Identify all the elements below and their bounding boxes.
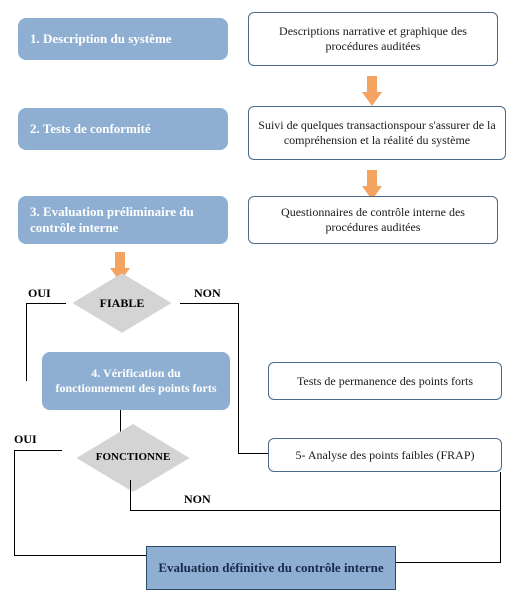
decision-fonctionne: FONCTIONNE bbox=[58, 432, 208, 482]
step4-title: 4. Vérification du fonctionnement des po… bbox=[42, 352, 230, 410]
connector bbox=[180, 303, 238, 304]
connector bbox=[130, 480, 131, 510]
decision-fiable: FIABLE bbox=[62, 278, 182, 328]
step1-title: 1. Description du système bbox=[18, 18, 228, 60]
connector bbox=[14, 450, 62, 451]
non-label: NON bbox=[194, 286, 221, 301]
connector bbox=[238, 303, 239, 453]
step4-desc: Tests de permanence des points forts bbox=[268, 362, 502, 400]
step2-desc: Suivi de quelques transactionspour s'ass… bbox=[248, 106, 506, 160]
non-label: NON bbox=[184, 492, 211, 507]
oui-label: OUI bbox=[28, 286, 51, 301]
connector bbox=[396, 562, 501, 563]
decision1-label: FIABLE bbox=[62, 278, 182, 328]
connector bbox=[26, 303, 66, 304]
step1-desc: Descriptions narrative et graphique des … bbox=[248, 12, 498, 66]
connector bbox=[500, 472, 501, 562]
oui-label: OUI bbox=[14, 432, 37, 447]
decision2-label: FONCTIONNE bbox=[58, 432, 208, 482]
connector bbox=[14, 450, 15, 555]
final-box: Evaluation définitive du contrôle intern… bbox=[146, 546, 396, 590]
step5-desc: 5- Analyse des points faibles (FRAP) bbox=[268, 438, 502, 472]
connector bbox=[14, 555, 146, 556]
step3-desc: Questionnaires de contrôle interne des p… bbox=[248, 196, 498, 244]
step2-title: 2. Tests de conformité bbox=[18, 108, 228, 150]
arrow-icon bbox=[362, 92, 382, 106]
connector bbox=[238, 453, 268, 454]
connector bbox=[26, 353, 27, 381]
connector bbox=[130, 510, 500, 511]
connector bbox=[26, 303, 27, 353]
step3-title: 3. Evaluation préliminaire du contrôle i… bbox=[18, 196, 228, 244]
